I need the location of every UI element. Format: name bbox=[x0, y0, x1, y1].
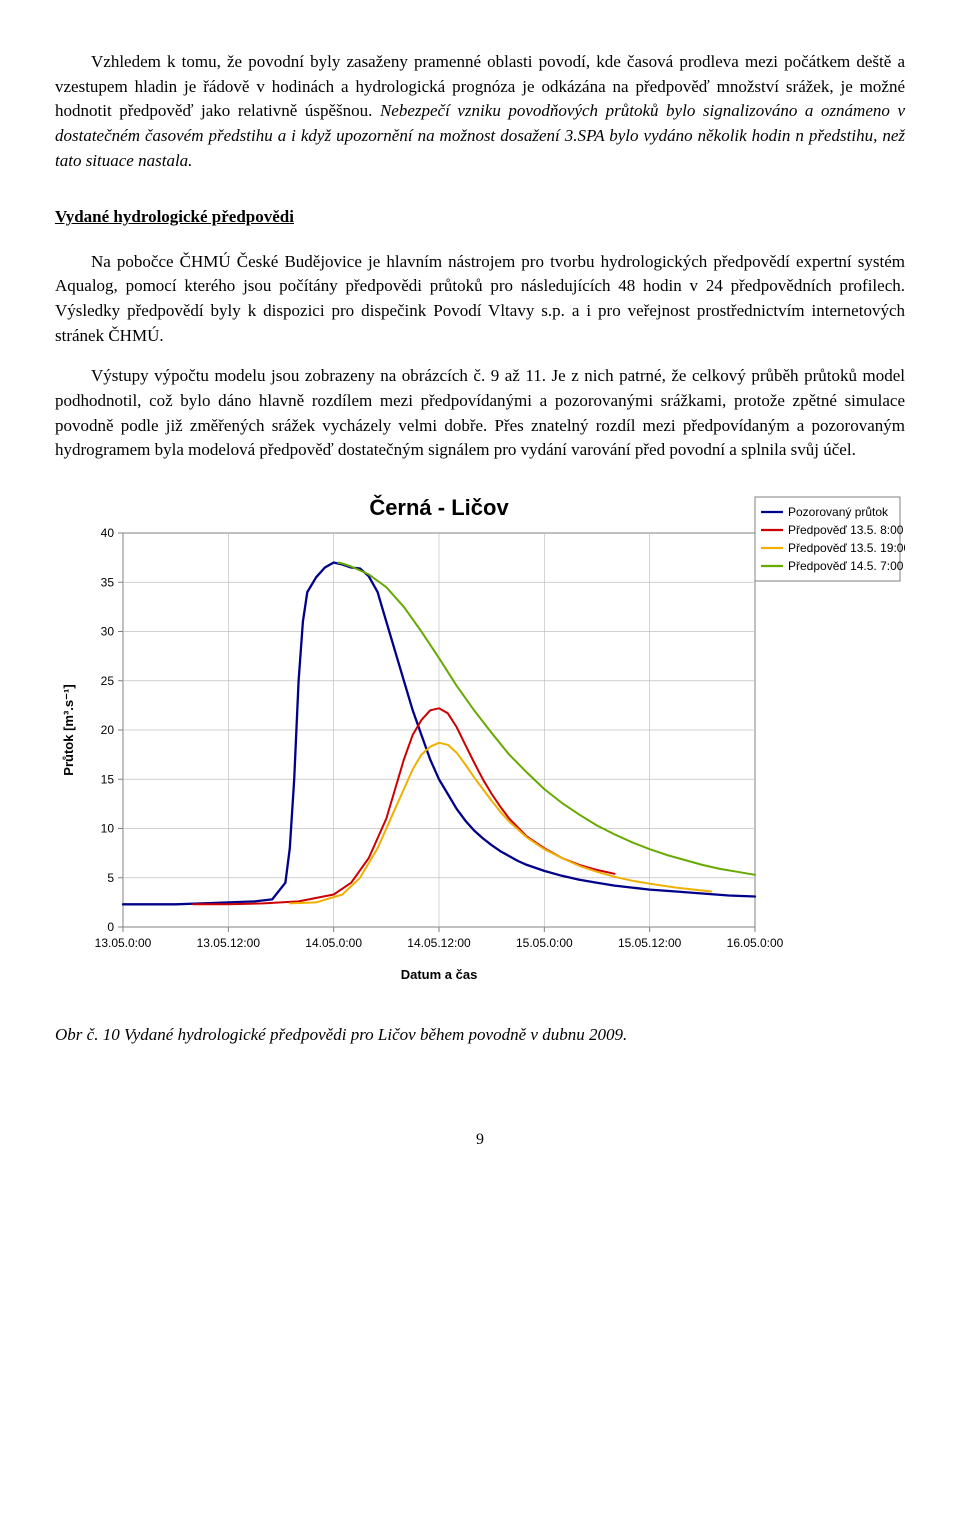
svg-text:Datum a čas: Datum a čas bbox=[401, 967, 478, 982]
svg-text:Černá - Ličov: Černá - Ličov bbox=[369, 495, 509, 520]
svg-text:Průtok [m³.s⁻¹]: Průtok [m³.s⁻¹] bbox=[61, 684, 76, 775]
svg-text:16.05.0:00: 16.05.0:00 bbox=[727, 936, 784, 950]
svg-text:13.05.12:00: 13.05.12:00 bbox=[197, 936, 261, 950]
svg-text:Předpověď 14.5. 7:00: Předpověď 14.5. 7:00 bbox=[788, 559, 904, 573]
paragraph-2: Na pobočce ČHMÚ České Budějovice je hlav… bbox=[55, 250, 905, 349]
paragraph-3: Výstupy výpočtu modelu jsou zobrazeny na… bbox=[55, 364, 905, 463]
svg-text:25: 25 bbox=[101, 674, 115, 688]
svg-text:Pozorovaný průtok: Pozorovaný průtok bbox=[788, 505, 889, 519]
svg-text:15: 15 bbox=[101, 772, 115, 786]
page-number: 9 bbox=[55, 1128, 905, 1151]
svg-text:13.05.0:00: 13.05.0:00 bbox=[95, 936, 152, 950]
svg-text:Předpověď 13.5. 8:00: Předpověď 13.5. 8:00 bbox=[788, 523, 904, 537]
hydrograph-chart: 0 5 10 15 20 25 30 35 40 13.05.0:00 13.05.12:00 14.… bbox=[55, 489, 905, 989]
svg-text:14.05.0:00: 14.05.0:00 bbox=[305, 936, 362, 950]
svg-text:5: 5 bbox=[107, 871, 114, 885]
svg-text:40: 40 bbox=[101, 526, 115, 540]
svg-text:Předpověď 13.5. 19:00: Předpověď 13.5. 19:00 bbox=[788, 541, 905, 555]
svg-text:30: 30 bbox=[101, 624, 115, 638]
figure-caption: Obr č. 10 Vydané hydrologické předpovědi… bbox=[55, 1023, 905, 1048]
svg-text:35: 35 bbox=[101, 575, 115, 589]
svg-text:0: 0 bbox=[107, 920, 114, 934]
svg-text:14.05.12:00: 14.05.12:00 bbox=[407, 936, 471, 950]
svg-text:15.05.12:00: 15.05.12:00 bbox=[618, 936, 682, 950]
svg-text:15.05.0:00: 15.05.0:00 bbox=[516, 936, 573, 950]
paragraph-1: Vzhledem k tomu, že povodní byly zasažen… bbox=[55, 50, 905, 173]
section-heading: Vydané hydrologické předpovědi bbox=[55, 205, 905, 230]
chart-container: 0 5 10 15 20 25 30 35 40 13.05.0:00 13.05.12:00 14.… bbox=[55, 489, 905, 989]
svg-text:20: 20 bbox=[101, 723, 115, 737]
svg-text:10: 10 bbox=[101, 821, 115, 835]
